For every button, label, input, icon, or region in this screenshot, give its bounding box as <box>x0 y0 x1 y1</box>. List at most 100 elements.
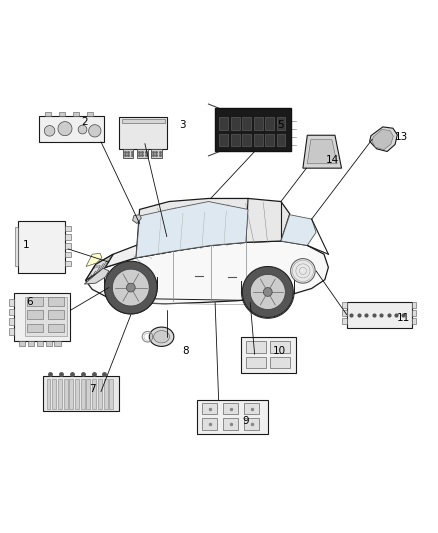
Polygon shape <box>244 403 259 415</box>
Polygon shape <box>27 297 42 306</box>
Polygon shape <box>64 261 71 266</box>
Polygon shape <box>27 324 42 333</box>
Polygon shape <box>245 341 265 352</box>
Polygon shape <box>126 283 135 292</box>
Polygon shape <box>219 134 228 146</box>
Polygon shape <box>92 379 96 409</box>
Polygon shape <box>245 357 265 368</box>
Polygon shape <box>48 297 64 306</box>
Polygon shape <box>342 318 346 324</box>
Text: 1: 1 <box>23 240 30 251</box>
Polygon shape <box>265 134 273 146</box>
Polygon shape <box>14 293 70 341</box>
Text: 3: 3 <box>178 120 185 130</box>
Polygon shape <box>64 379 67 409</box>
Polygon shape <box>132 215 141 223</box>
Polygon shape <box>46 341 52 345</box>
Polygon shape <box>263 288 272 296</box>
Polygon shape <box>342 303 346 308</box>
Polygon shape <box>86 379 90 409</box>
Text: 10: 10 <box>272 346 285 356</box>
Polygon shape <box>88 125 101 137</box>
Polygon shape <box>223 418 238 430</box>
Polygon shape <box>39 116 104 142</box>
Polygon shape <box>48 310 64 319</box>
Polygon shape <box>18 221 64 273</box>
Polygon shape <box>280 215 315 245</box>
Text: 2: 2 <box>81 117 88 127</box>
Polygon shape <box>149 327 173 346</box>
Polygon shape <box>201 403 217 415</box>
Polygon shape <box>121 118 164 123</box>
Polygon shape <box>54 341 60 345</box>
Text: 6: 6 <box>26 297 33 308</box>
Polygon shape <box>59 112 65 116</box>
Polygon shape <box>290 259 314 283</box>
Text: JEEP: JEEP <box>93 265 101 269</box>
Polygon shape <box>153 330 169 343</box>
Polygon shape <box>411 318 415 324</box>
Polygon shape <box>9 318 14 325</box>
Polygon shape <box>86 253 102 266</box>
Polygon shape <box>28 341 34 345</box>
Polygon shape <box>342 310 346 316</box>
Polygon shape <box>98 379 102 409</box>
Polygon shape <box>276 117 285 130</box>
Polygon shape <box>78 125 87 134</box>
Polygon shape <box>85 241 328 304</box>
Text: 9: 9 <box>242 416 249 426</box>
Polygon shape <box>43 376 118 411</box>
Polygon shape <box>346 303 411 328</box>
Text: 14: 14 <box>325 155 339 165</box>
Polygon shape <box>27 310 42 319</box>
Text: 11: 11 <box>396 313 410 324</box>
Polygon shape <box>276 134 285 146</box>
Polygon shape <box>242 134 251 146</box>
Polygon shape <box>87 112 93 116</box>
Text: 8: 8 <box>181 346 188 356</box>
Polygon shape <box>269 357 289 368</box>
Polygon shape <box>253 134 262 146</box>
Polygon shape <box>136 201 247 258</box>
Polygon shape <box>123 149 133 158</box>
Polygon shape <box>58 379 62 409</box>
Polygon shape <box>9 328 14 335</box>
Polygon shape <box>371 130 392 150</box>
Text: 7: 7 <box>88 384 95 393</box>
Polygon shape <box>307 140 336 164</box>
Polygon shape <box>48 324 64 333</box>
Text: 13: 13 <box>394 132 407 142</box>
Polygon shape <box>240 337 295 373</box>
Polygon shape <box>25 297 67 336</box>
Polygon shape <box>201 418 217 430</box>
Polygon shape <box>104 261 157 314</box>
Polygon shape <box>369 127 396 151</box>
Polygon shape <box>58 122 72 136</box>
Polygon shape <box>9 299 14 305</box>
Polygon shape <box>223 403 238 415</box>
Polygon shape <box>73 112 79 116</box>
Polygon shape <box>250 274 285 310</box>
Polygon shape <box>411 303 415 308</box>
Polygon shape <box>45 112 51 116</box>
Polygon shape <box>137 149 147 158</box>
Polygon shape <box>64 252 71 257</box>
Polygon shape <box>19 341 25 345</box>
Text: 5: 5 <box>277 120 284 130</box>
Polygon shape <box>15 228 18 266</box>
Polygon shape <box>103 379 107 409</box>
Polygon shape <box>411 310 415 316</box>
Polygon shape <box>230 117 239 130</box>
Polygon shape <box>230 134 239 146</box>
Polygon shape <box>269 341 289 352</box>
Polygon shape <box>196 400 267 434</box>
Polygon shape <box>37 341 43 345</box>
Polygon shape <box>265 117 273 130</box>
Polygon shape <box>64 243 71 248</box>
Polygon shape <box>64 235 71 240</box>
Polygon shape <box>242 266 293 318</box>
Polygon shape <box>46 379 50 409</box>
Polygon shape <box>81 379 85 409</box>
Polygon shape <box>219 117 228 130</box>
Polygon shape <box>302 135 341 168</box>
